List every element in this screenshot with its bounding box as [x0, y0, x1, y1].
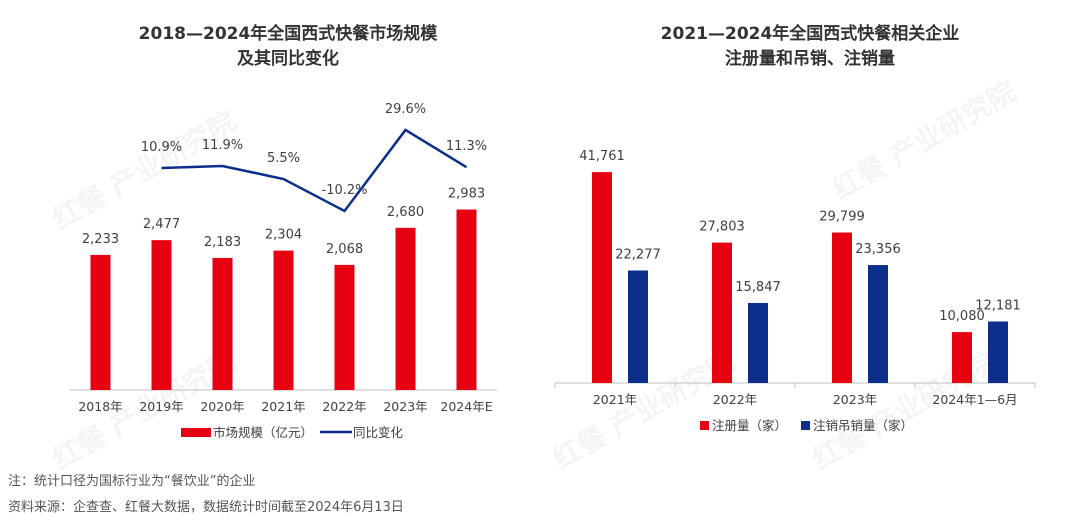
- legend-label-deregistrations: 注销吊销量（家）: [813, 418, 913, 433]
- bar-data-label: 27,803: [699, 220, 745, 235]
- x-tick-label: 2019年: [139, 399, 183, 414]
- source-note: 资料来源：企查查、红餐大数据，数据统计时间截至2024年6月13日: [8, 500, 404, 515]
- right-chart-title-line2: 注册量和吊销、注销量: [725, 48, 895, 69]
- bar-data-label: 2,983: [448, 187, 485, 202]
- line-data-label: 11.9%: [202, 138, 243, 153]
- x-tick-label: 2021年: [593, 392, 637, 407]
- bar-data-label: 2,304: [265, 228, 302, 243]
- bar-market-size: [395, 227, 416, 390]
- bar-registrations: [592, 172, 612, 383]
- bar-deregistrations: [868, 265, 888, 383]
- x-tick-label: 2018年: [78, 399, 122, 414]
- x-tick-label: 2023年: [383, 399, 427, 414]
- x-tick-label: 2022年: [713, 392, 757, 407]
- line-data-label: 11.3%: [446, 139, 487, 154]
- watermark: 红餐 产业研究院: [827, 75, 1022, 206]
- x-tick-label: 2020年: [200, 399, 244, 414]
- bar-market-size: [212, 257, 233, 390]
- bar-data-label: 10,080: [939, 309, 985, 324]
- x-tick-label: 2022年: [322, 399, 366, 414]
- bar-registrations: [952, 332, 972, 383]
- legend-label-yoy: 同比变化: [353, 425, 404, 440]
- right-chart-title-line1: 2021—2024年全国西式快餐相关企业: [661, 23, 960, 44]
- x-tick-label: 2024年E: [440, 399, 492, 414]
- bar-market-size: [273, 250, 294, 390]
- bar-registrations: [832, 232, 852, 383]
- footnote: 注：统计口径为国标行业为“餐饮业”的企业: [8, 474, 256, 489]
- bar-deregistrations: [748, 302, 768, 383]
- bar-data-label: 41,761: [579, 149, 625, 164]
- bar-deregistrations: [988, 321, 1008, 383]
- legend-swatch-deregistrations: [801, 421, 810, 430]
- x-tick-label: 2021年: [261, 399, 305, 414]
- x-tick-label: 2024年1—6月: [932, 392, 1017, 407]
- line-data-label: 29.6%: [385, 102, 426, 117]
- bar-data-label: 2,233: [82, 232, 119, 247]
- bar-deregistrations: [628, 270, 648, 383]
- line-data-label: 10.9%: [141, 140, 182, 155]
- bar-data-label: 12,181: [975, 298, 1021, 313]
- line-data-label: 5.5%: [267, 151, 300, 166]
- bar-registrations: [712, 242, 732, 383]
- bar-data-label: 2,183: [204, 235, 241, 250]
- legend-label-market-size: 市场规模（亿元）: [213, 425, 313, 440]
- x-tick-label: 2023年: [833, 392, 877, 407]
- left-chart: 2,233 2018年 2,477 2019年 10.9% 2,183 2020年 11.9%…: [70, 102, 497, 440]
- bar-data-label: 29,799: [819, 210, 865, 225]
- right-chart: 41,761 22,277 2021年 27,803 15,847 2022年 29,799…: [554, 149, 1036, 433]
- bar-market-size: [334, 264, 355, 390]
- legend-label-registrations: 注册量（家）: [712, 418, 787, 433]
- line-yoy-change: [161, 128, 468, 213]
- bar-data-label: 22,277: [615, 248, 661, 263]
- bar-data-label: 23,356: [855, 242, 901, 257]
- bar-data-label: 2,680: [387, 205, 424, 220]
- left-chart-title-line1: 2018—2024年全国西式快餐市场规模: [139, 23, 439, 44]
- bar-data-label: 2,068: [326, 242, 363, 257]
- legend-swatch-registrations: [700, 421, 709, 430]
- bar-market-size: [456, 209, 477, 390]
- legend-swatch-market-size: [181, 428, 211, 437]
- bar-market-size: [151, 240, 172, 390]
- bar-data-label: 15,847: [735, 280, 781, 295]
- bar-data-label: 2,477: [143, 217, 180, 232]
- bar-market-size: [90, 254, 111, 390]
- left-chart-title-line2: 及其同比变化: [237, 48, 339, 69]
